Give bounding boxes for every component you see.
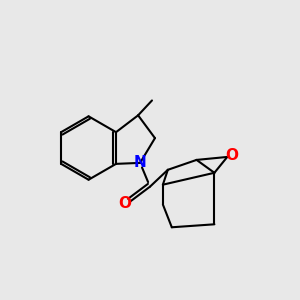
Text: O: O: [119, 196, 132, 211]
Text: O: O: [226, 148, 239, 164]
Text: N: N: [134, 155, 146, 170]
